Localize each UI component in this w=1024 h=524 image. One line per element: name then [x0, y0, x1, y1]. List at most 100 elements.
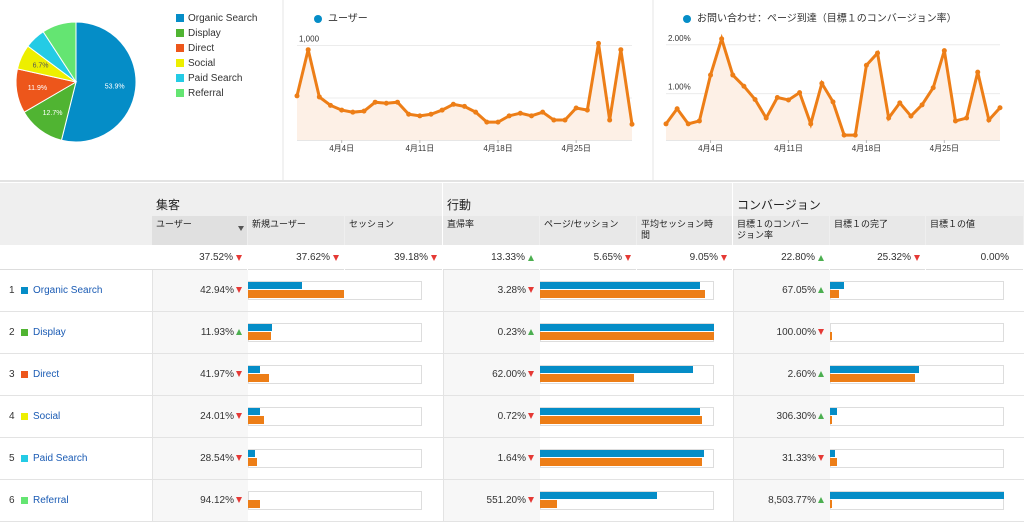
summary-cell: 25.32%	[830, 245, 925, 270]
point	[372, 99, 378, 105]
summary-cell: 37.52%	[152, 245, 247, 270]
column-header: 新規ユーザー	[248, 216, 344, 245]
channel-link[interactable]: Organic Search	[33, 285, 103, 296]
bar-current	[830, 492, 1004, 499]
bar-previous	[830, 290, 839, 298]
point	[819, 80, 825, 86]
point	[607, 117, 613, 123]
point	[841, 132, 847, 138]
point	[674, 106, 680, 112]
trend-down-arrow	[818, 455, 824, 461]
point	[941, 48, 947, 54]
point	[708, 72, 714, 78]
charts-panel: 53.9% Organic Search 12.7% Display 11.9% Dire…	[0, 0, 1024, 182]
point	[730, 72, 736, 78]
metric-cell: 8,503.77%	[733, 480, 830, 521]
bar-current	[248, 408, 261, 415]
bar-previous	[830, 374, 916, 382]
bar-current	[248, 282, 302, 289]
summary-cell: 0.00%	[926, 245, 1023, 270]
point	[328, 102, 333, 108]
trend-up-arrow	[818, 287, 824, 293]
point	[863, 62, 869, 68]
column-header: 目標１の値	[926, 216, 1023, 245]
y-tick-label: 2.00%	[668, 34, 691, 43]
row-index: 5	[9, 453, 15, 464]
bar-previous	[540, 416, 702, 424]
point	[752, 96, 758, 102]
point	[406, 111, 412, 117]
row-index: 1	[9, 285, 15, 296]
group-title: コンバージョン	[737, 198, 821, 212]
trend-up-arrow	[818, 371, 824, 377]
bar-track	[248, 449, 422, 468]
point	[339, 107, 345, 113]
channel-link[interactable]: Display	[33, 327, 66, 338]
point	[875, 50, 881, 56]
legend-swatch	[176, 14, 184, 22]
summary-label-cell	[0, 245, 152, 270]
row-divider	[0, 311, 1024, 312]
point	[383, 100, 389, 106]
pie-slice	[42, 21, 77, 84]
bar-current	[830, 408, 837, 415]
summary-cell: 22.80%	[733, 245, 829, 270]
legend-label: Referral	[188, 88, 224, 99]
trend-down-arrow	[236, 255, 242, 261]
group-title: 行動	[447, 198, 472, 212]
point	[562, 117, 568, 123]
divider	[0, 180, 1024, 182]
legend-label: Paid Search	[188, 73, 242, 84]
point	[517, 110, 523, 116]
trend-down-arrow	[236, 371, 242, 377]
point	[350, 109, 356, 115]
trend-down-arrow	[236, 287, 242, 293]
legend-swatch	[176, 29, 184, 37]
x-tick-label: 4月11日	[774, 144, 803, 153]
legend-label: Display	[188, 28, 221, 39]
legend-swatch	[176, 89, 184, 97]
metric-cell: 67.05%	[733, 270, 830, 311]
bar-track	[248, 491, 422, 510]
channel-link[interactable]: Direct	[33, 369, 60, 380]
bar-previous	[540, 290, 706, 298]
channel-link[interactable]: Referral	[33, 495, 69, 506]
x-tick-label: 4月4日	[329, 144, 354, 153]
trend-down-arrow	[914, 255, 920, 261]
legend-label: Social	[188, 58, 215, 69]
point	[417, 113, 423, 119]
bar-previous	[830, 458, 837, 466]
x-tick-label: 4月25日	[561, 144, 590, 153]
trend-down-arrow	[431, 255, 437, 261]
point	[975, 69, 981, 75]
bar-track	[830, 407, 1004, 426]
x-tick-label: 4月25日	[930, 144, 959, 153]
point	[395, 99, 400, 105]
metric-cell: 0.72%	[443, 396, 540, 437]
bar-previous	[830, 500, 832, 508]
slice-label: 53.9%	[105, 84, 125, 91]
channel-link[interactable]: Social	[33, 411, 61, 422]
point	[785, 97, 791, 103]
summary-cell: 5.65%	[540, 245, 636, 270]
point	[618, 47, 624, 53]
row-divider	[0, 479, 1024, 480]
bar-previous	[248, 332, 271, 340]
slice-label: 12.7%	[43, 110, 63, 117]
trend-up-arrow	[528, 329, 534, 335]
bar-current	[830, 450, 836, 457]
bar-current	[540, 366, 694, 373]
trend-up-arrow	[818, 255, 824, 261]
bar-current	[540, 450, 704, 457]
bar-previous	[248, 416, 264, 424]
trend-down-arrow	[236, 455, 242, 461]
group-divider	[732, 183, 733, 245]
metric-cell: 42.94%	[152, 270, 248, 311]
data-table: 集客 行動 コンバージョン ユーザー 新規ユーザー セッション 直帰率 ページ/セッション 平均…	[0, 183, 1024, 524]
bar-previous	[540, 332, 714, 340]
row-divider	[0, 353, 1024, 354]
point	[741, 83, 747, 89]
point	[997, 105, 1003, 111]
channel-link[interactable]: Paid Search	[33, 453, 88, 464]
